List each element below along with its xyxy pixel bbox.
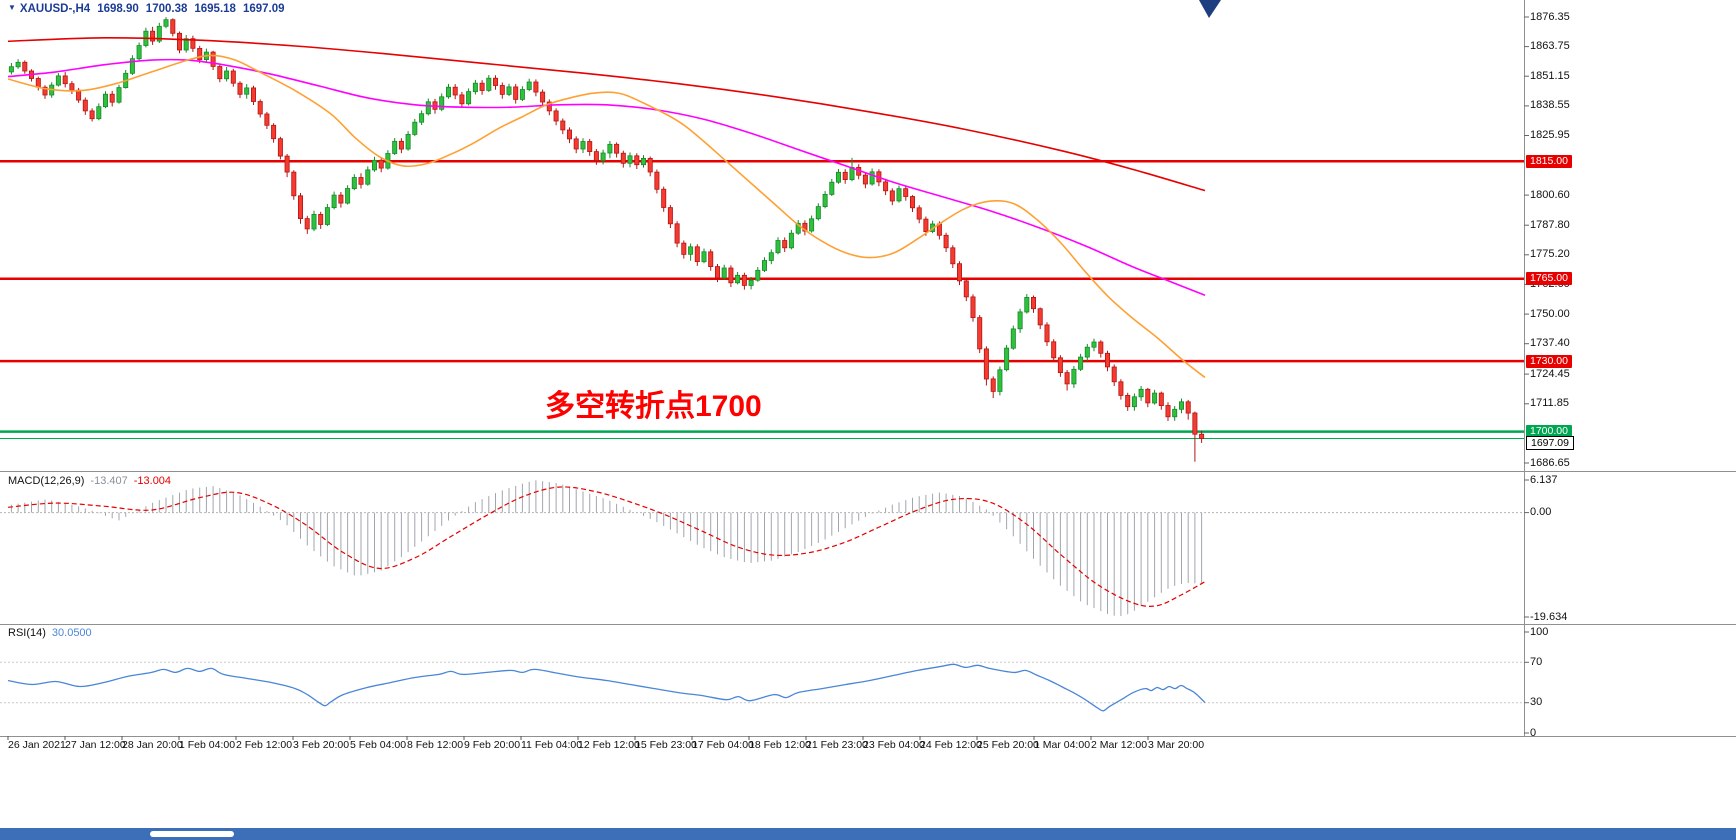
price-tick-label: 1863.75 bbox=[1530, 40, 1570, 53]
date-tick-label: 2 Mar 12:00 bbox=[1091, 739, 1148, 751]
macd-scale-label: 0.00 bbox=[1530, 506, 1552, 519]
price-tick-label: 1825.95 bbox=[1530, 128, 1570, 141]
macd-scale-label: -19.634 bbox=[1530, 610, 1568, 623]
date-tick-label: 24 Feb 12:00 bbox=[920, 739, 982, 751]
price-tick-label: 1838.55 bbox=[1530, 99, 1570, 112]
rsi-scale-label: 100 bbox=[1530, 625, 1549, 638]
rsi-label: RSI(14) bbox=[8, 627, 46, 639]
date-tick-label: 8 Feb 12:00 bbox=[407, 739, 464, 751]
date-tick-label: 21 Feb 23:00 bbox=[806, 739, 868, 751]
date-tick-label: 9 Feb 20:00 bbox=[464, 739, 521, 751]
taskbar[interactable] bbox=[0, 828, 1736, 840]
rsi-scale-label: 70 bbox=[1530, 655, 1543, 668]
price-tick-label: 1775.20 bbox=[1530, 248, 1570, 261]
date-tick-label: 3 Mar 20:00 bbox=[1148, 739, 1205, 751]
price-tick-label: 1737.40 bbox=[1530, 337, 1570, 350]
macd-indicator-header: MACD(12,26,9) -13.407 -13.004 bbox=[8, 475, 177, 487]
price-tick-label: 1851.15 bbox=[1530, 69, 1570, 82]
ma-slow bbox=[7, 36, 1206, 192]
date-tick-label: 3 Feb 20:00 bbox=[293, 739, 350, 751]
ma-fast bbox=[7, 54, 1206, 379]
date-tick-label: 12 Feb 12:00 bbox=[578, 739, 640, 751]
level-lines-layer bbox=[0, 159, 1524, 439]
date-tick-label: 11 Feb 04:00 bbox=[521, 739, 583, 751]
price-tick-label: 1750.00 bbox=[1530, 307, 1570, 320]
scrollbar-thumb[interactable] bbox=[150, 831, 234, 837]
date-tick-label: 26 Jan 2021 bbox=[8, 739, 66, 751]
ma-mid bbox=[7, 58, 1206, 297]
date-tick-label: 1 Feb 04:00 bbox=[179, 739, 236, 751]
price-tick-label: 1876.35 bbox=[1530, 10, 1570, 23]
level-price-label: 1815.00 bbox=[1526, 154, 1572, 168]
macd-label: MACD(12,26,9) bbox=[8, 475, 85, 487]
macd-signal-value: -13.004 bbox=[133, 475, 172, 487]
price-tick-label: 1724.45 bbox=[1530, 367, 1570, 380]
ohlc-open: 1698.90 bbox=[97, 3, 139, 15]
date-tick-label: 1 Mar 04:00 bbox=[1034, 739, 1091, 751]
date-tick-label: 23 Feb 04:00 bbox=[863, 739, 925, 751]
annotation-text: 多空转折点1700 bbox=[545, 390, 762, 423]
macd-histogram-layer bbox=[10, 480, 1203, 617]
collapse-triangle-icon[interactable]: ▼ bbox=[8, 3, 16, 12]
level-price-label: 1765.00 bbox=[1526, 272, 1572, 286]
candles-layer bbox=[8, 17, 1205, 462]
macd-signal-line bbox=[7, 486, 1206, 607]
rsi-line bbox=[7, 663, 1206, 712]
macd-layer bbox=[0, 480, 1524, 617]
price-tick-label: 1686.65 bbox=[1530, 456, 1570, 469]
date-tick-label: 25 Feb 20:00 bbox=[977, 739, 1039, 751]
price-tick-label: 1800.60 bbox=[1530, 188, 1570, 201]
date-tick-label: 27 Jan 12:00 bbox=[65, 739, 126, 751]
price-tick-label: 1711.85 bbox=[1530, 397, 1569, 410]
price-tick-label: 1787.80 bbox=[1530, 218, 1570, 231]
level-price-label: 1730.00 bbox=[1526, 354, 1572, 368]
date-tick-label: 18 Feb 12:00 bbox=[749, 739, 811, 751]
rsi-value: 30.0500 bbox=[51, 627, 92, 639]
mouse-cursor-icon bbox=[1199, 0, 1221, 18]
date-tick-label: 28 Jan 20:00 bbox=[122, 739, 183, 751]
symbol-label: XAUUSD-,H4 bbox=[19, 3, 91, 15]
chart-ohlc-header: ▼ XAUUSD-,H4 1698.90 1700.38 1695.18 1697.09 bbox=[8, 3, 292, 15]
date-tick-label: 17 Feb 04:00 bbox=[692, 739, 754, 751]
rsi-indicator-header: RSI(14) 30.0500 bbox=[8, 627, 98, 639]
moving-averages-layer bbox=[7, 36, 1206, 379]
ohlc-high: 1700.38 bbox=[145, 3, 188, 15]
date-tick-label: 5 Feb 04:00 bbox=[350, 739, 407, 751]
date-tick-label: 15 Feb 23:00 bbox=[635, 739, 697, 751]
rsi-scale-label: 0 bbox=[1530, 726, 1537, 739]
date-tick-label: 2 Feb 12:00 bbox=[236, 739, 293, 751]
ohlc-low: 1695.18 bbox=[194, 3, 236, 15]
rsi-layer bbox=[0, 661, 1524, 712]
level-price-label: 1700.00 bbox=[1526, 425, 1572, 439]
current-price-label: 1697.09 bbox=[1526, 436, 1574, 451]
ohlc-close: 1697.09 bbox=[242, 3, 285, 15]
macd-scale-label: 6.137 bbox=[1530, 473, 1558, 486]
rsi-scale-label: 30 bbox=[1530, 696, 1543, 709]
macd-main-value: -13.407 bbox=[90, 475, 128, 487]
